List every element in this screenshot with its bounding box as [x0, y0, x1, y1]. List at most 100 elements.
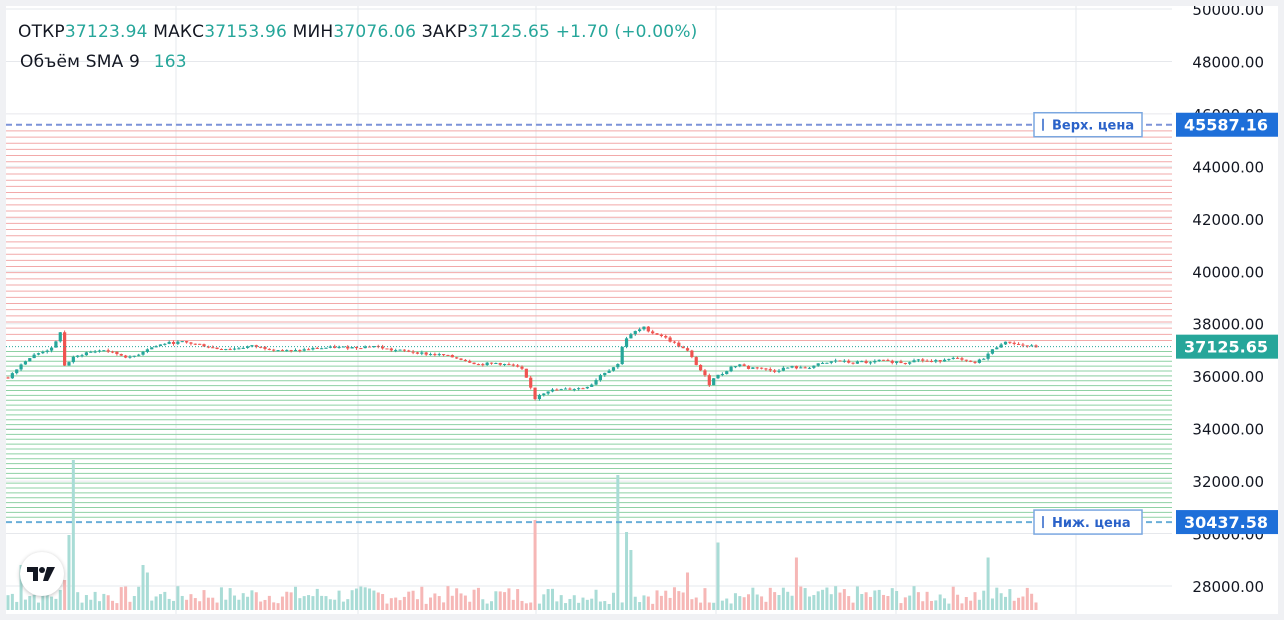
volume-bar [424, 603, 428, 610]
volume-bar [407, 591, 411, 610]
candle-body [886, 359, 890, 361]
candle-body [860, 361, 864, 363]
candle-body [542, 393, 546, 396]
volume-bar [272, 602, 276, 610]
candle-body [594, 380, 598, 385]
candle-body [755, 367, 759, 369]
volume-bar [773, 592, 777, 610]
volume-bar [542, 594, 546, 610]
volume-bar [320, 595, 324, 610]
candle-body [215, 347, 219, 349]
candle-body [729, 366, 733, 372]
volume-bar [629, 550, 633, 610]
volume-bar [755, 594, 759, 610]
candle-body [468, 360, 472, 363]
volume-bar [36, 602, 40, 610]
volume-bar [899, 603, 903, 610]
candle-body [1021, 344, 1025, 346]
candle-body [189, 342, 193, 344]
volume-bar [794, 557, 798, 610]
candle-body [690, 350, 694, 358]
chart-area[interactable]: 28000.00 30000.00 32000.00 34000.00 36000.00… [6, 6, 1278, 614]
volume-bar [816, 591, 820, 610]
candle-body [49, 347, 54, 351]
candle-body [433, 354, 437, 356]
volume-bar [455, 588, 459, 610]
candle-body [302, 349, 306, 351]
volume-bar [964, 596, 968, 610]
candle-body [145, 349, 149, 352]
candle-body [1003, 341, 1008, 345]
volume-bar [995, 587, 999, 610]
candle-body [969, 360, 973, 362]
candle-body [237, 348, 241, 350]
volume-bar [973, 592, 977, 610]
volume-bar [664, 590, 668, 610]
candle-body [36, 353, 41, 355]
volume-bar [10, 593, 14, 610]
candle-body [847, 360, 851, 363]
volume-bar [315, 588, 319, 610]
volume-bar [97, 601, 101, 610]
candle-body [363, 346, 367, 349]
volume-bar [442, 602, 446, 610]
candle-body [163, 343, 167, 345]
candle-body [280, 350, 285, 352]
tradingview-logo[interactable] [20, 552, 64, 596]
candle-body [184, 341, 189, 343]
volume-bar [677, 591, 681, 610]
volume-bar [686, 572, 690, 610]
volume-bar [202, 590, 206, 610]
volume-bar [751, 587, 755, 610]
volume-bar [694, 597, 698, 610]
volume-bar [84, 595, 88, 610]
volume-bar [158, 594, 162, 610]
chart-canvas[interactable]: 28000.0030000.0032000.0034000.0036000.00… [6, 6, 1278, 614]
open-value: 37123.94 [64, 22, 148, 42]
candle-body [1030, 345, 1034, 347]
candle-body [202, 344, 206, 347]
candle-body [864, 361, 868, 363]
volume-bar [960, 603, 964, 610]
last-price-badge [1176, 334, 1278, 359]
volume-bar [498, 591, 502, 610]
candle-body [150, 347, 154, 350]
candle-body [372, 346, 376, 348]
volume-bar [834, 586, 838, 610]
upper-price-box[interactable] [1033, 111, 1143, 138]
volume-bar [882, 594, 886, 610]
volume-bar [520, 600, 524, 610]
candle-body [620, 346, 624, 365]
candle-body [110, 351, 115, 353]
price-tick-label: 34000.00 [1192, 421, 1264, 439]
volume-bar [145, 572, 149, 610]
candle-body [394, 350, 398, 352]
lower-price-box[interactable] [1033, 509, 1143, 535]
candle-body [97, 350, 102, 352]
candle-body [315, 347, 319, 349]
volume-bar [481, 599, 485, 610]
candle-body [476, 364, 481, 366]
volume-bar [328, 599, 332, 610]
volume-bar [598, 601, 602, 610]
open-label: ОТКР [18, 22, 65, 42]
high-value: 37153.96 [204, 22, 287, 42]
candle-body [812, 365, 816, 368]
volume-bar [333, 599, 337, 610]
candle-body [820, 362, 825, 364]
volume-bar [655, 590, 659, 610]
candle-body [298, 350, 302, 352]
candle-body [890, 360, 894, 363]
volume-bar [847, 596, 851, 610]
candle-body [746, 365, 751, 369]
volume-bar [468, 601, 472, 610]
volume-bar [23, 599, 27, 610]
last-price-value: 37125.65 [1184, 338, 1268, 357]
candle-body [158, 344, 163, 347]
volume-bar [54, 598, 58, 610]
volume-bar [15, 601, 19, 610]
candle-body [428, 354, 433, 356]
candle-body [773, 370, 777, 372]
price-tick-label: 40000.00 [1192, 263, 1264, 281]
volume-bar [307, 595, 311, 610]
